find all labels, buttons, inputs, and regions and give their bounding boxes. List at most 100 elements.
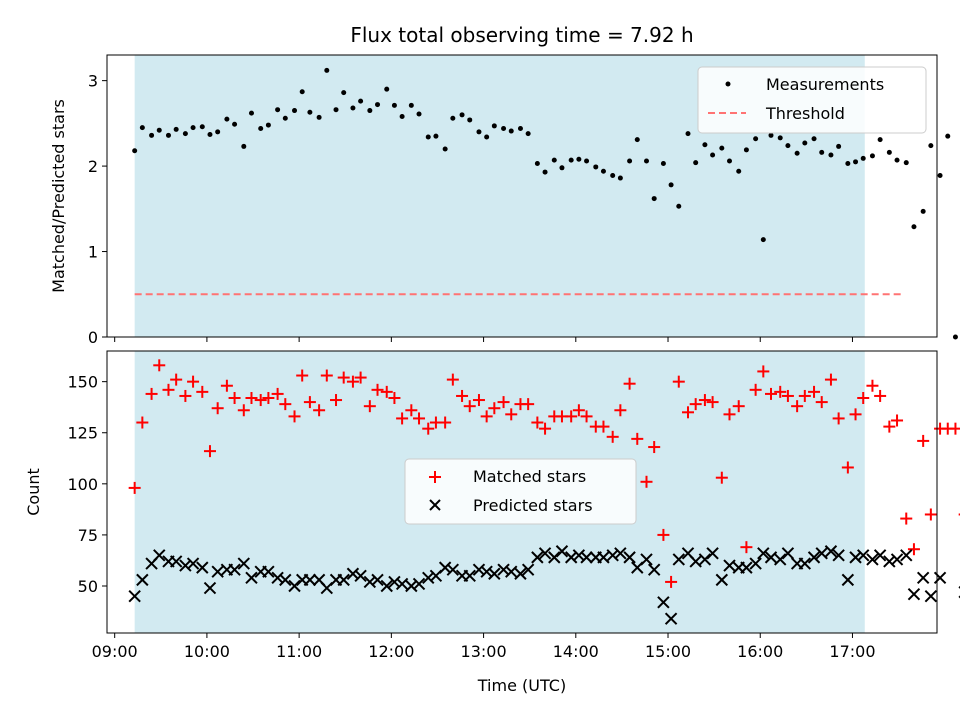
predicted-star-point [179,559,192,572]
measurement-point [207,131,213,137]
matched-star-point [446,373,459,386]
measurement-point [753,136,759,142]
matched-star-point [791,400,804,413]
measurement-point [928,143,934,149]
y-tick-label: 2 [88,157,98,176]
predicted-star-point [463,569,476,582]
predicted-star-point [706,547,719,560]
matched-star-point [698,394,711,407]
measurement-point [685,131,691,137]
measurement-point [258,125,264,131]
matched-star-point [682,406,694,419]
matched-star-point [949,422,960,435]
measurement-point [903,160,909,166]
measurement-point [860,155,866,161]
measurement-point [215,129,221,135]
predicted-star-point [664,612,678,625]
predicted-star-point [933,571,947,585]
matched-star-point [145,387,158,400]
predicted-star-point [555,545,569,558]
matched-star-point [597,420,610,433]
predicted-star-point [832,549,845,562]
measurement-point [333,107,339,113]
matched-star-point [363,400,376,413]
predicted-star-point [916,571,930,585]
measurement-point [292,108,298,114]
measurement-point [316,114,322,120]
measurement-point [149,132,155,138]
measurement-point [501,125,507,131]
predicted-star-point [380,579,393,593]
predicted-star-point [521,563,535,576]
measurement-point [358,98,364,104]
matched-star-point [456,389,469,402]
measurement-point [341,90,347,96]
y-tick-label: 100 [67,475,98,494]
predicted-star-point [580,551,593,564]
measurement-point [232,121,238,127]
measurement-point [710,152,716,158]
matched-star-point [262,392,275,404]
y-tick-label: 125 [67,424,98,443]
predicted-star-point [388,575,401,589]
matched-star-point [136,416,149,429]
measurement-point [660,161,666,167]
matched-star-point [505,408,518,421]
measurement-point [802,140,808,146]
predicted-star-point [186,557,200,570]
predicted-star-point [698,553,712,566]
measurement-point [785,143,791,149]
legend-marker-predicted [429,499,441,511]
y-tick-label: 75 [78,526,98,545]
predicted-star-point [873,549,887,562]
predicted-star-point [564,551,578,564]
matched-star-point [808,385,821,398]
x-axis-label: Time (UTC) [477,676,566,695]
matched-star-point [857,392,870,404]
measurement-point [282,115,288,121]
x-tick-label: 09:00 [92,642,138,661]
matched-star-point [228,392,241,404]
matched-star-point [439,416,452,429]
measurement-point [719,145,725,151]
predicted-star-point [907,587,921,601]
x-tick-label: 12:00 [368,642,414,661]
predicted-star-point [363,575,377,589]
predicted-star-point [890,553,904,566]
bottom-axes-frame [106,350,938,634]
measurement-point [408,102,414,108]
legend-label-measurements: Measurements [766,75,884,94]
predicted-star-point [606,549,619,562]
predicted-star-point [371,573,384,587]
predicted-star-point [597,551,610,564]
matched-star-point [657,528,670,541]
matched-star-point [522,398,535,411]
matched-star-point [422,422,435,435]
predicted-star-point [807,551,821,564]
measurement-point [391,102,397,108]
measurement-point [542,169,548,175]
measurement-point [307,109,313,115]
matched-star-point [254,394,267,407]
predicted-star-point [128,590,141,603]
matched-star-point [614,404,627,417]
matched-star-point [245,392,258,404]
measurement-point [484,134,490,140]
measurement-point [199,124,205,130]
matched-star-point [798,389,811,402]
predicted-star-point [228,563,241,576]
predicted-star-point [497,563,510,576]
matched-star-point [815,396,828,409]
measurement-point [894,157,900,163]
matched-star-point [665,575,678,588]
measurement-point [224,116,230,122]
measurement-point [433,133,439,139]
predicted-star-point [337,573,350,587]
predicted-star-point [924,590,938,603]
predicted-star-point [614,547,627,560]
predicted-star-point [764,551,778,564]
measurement-point [182,131,188,137]
measurement-point [811,136,817,142]
top-axes-frame [106,54,938,338]
matched-star-point [706,396,719,409]
